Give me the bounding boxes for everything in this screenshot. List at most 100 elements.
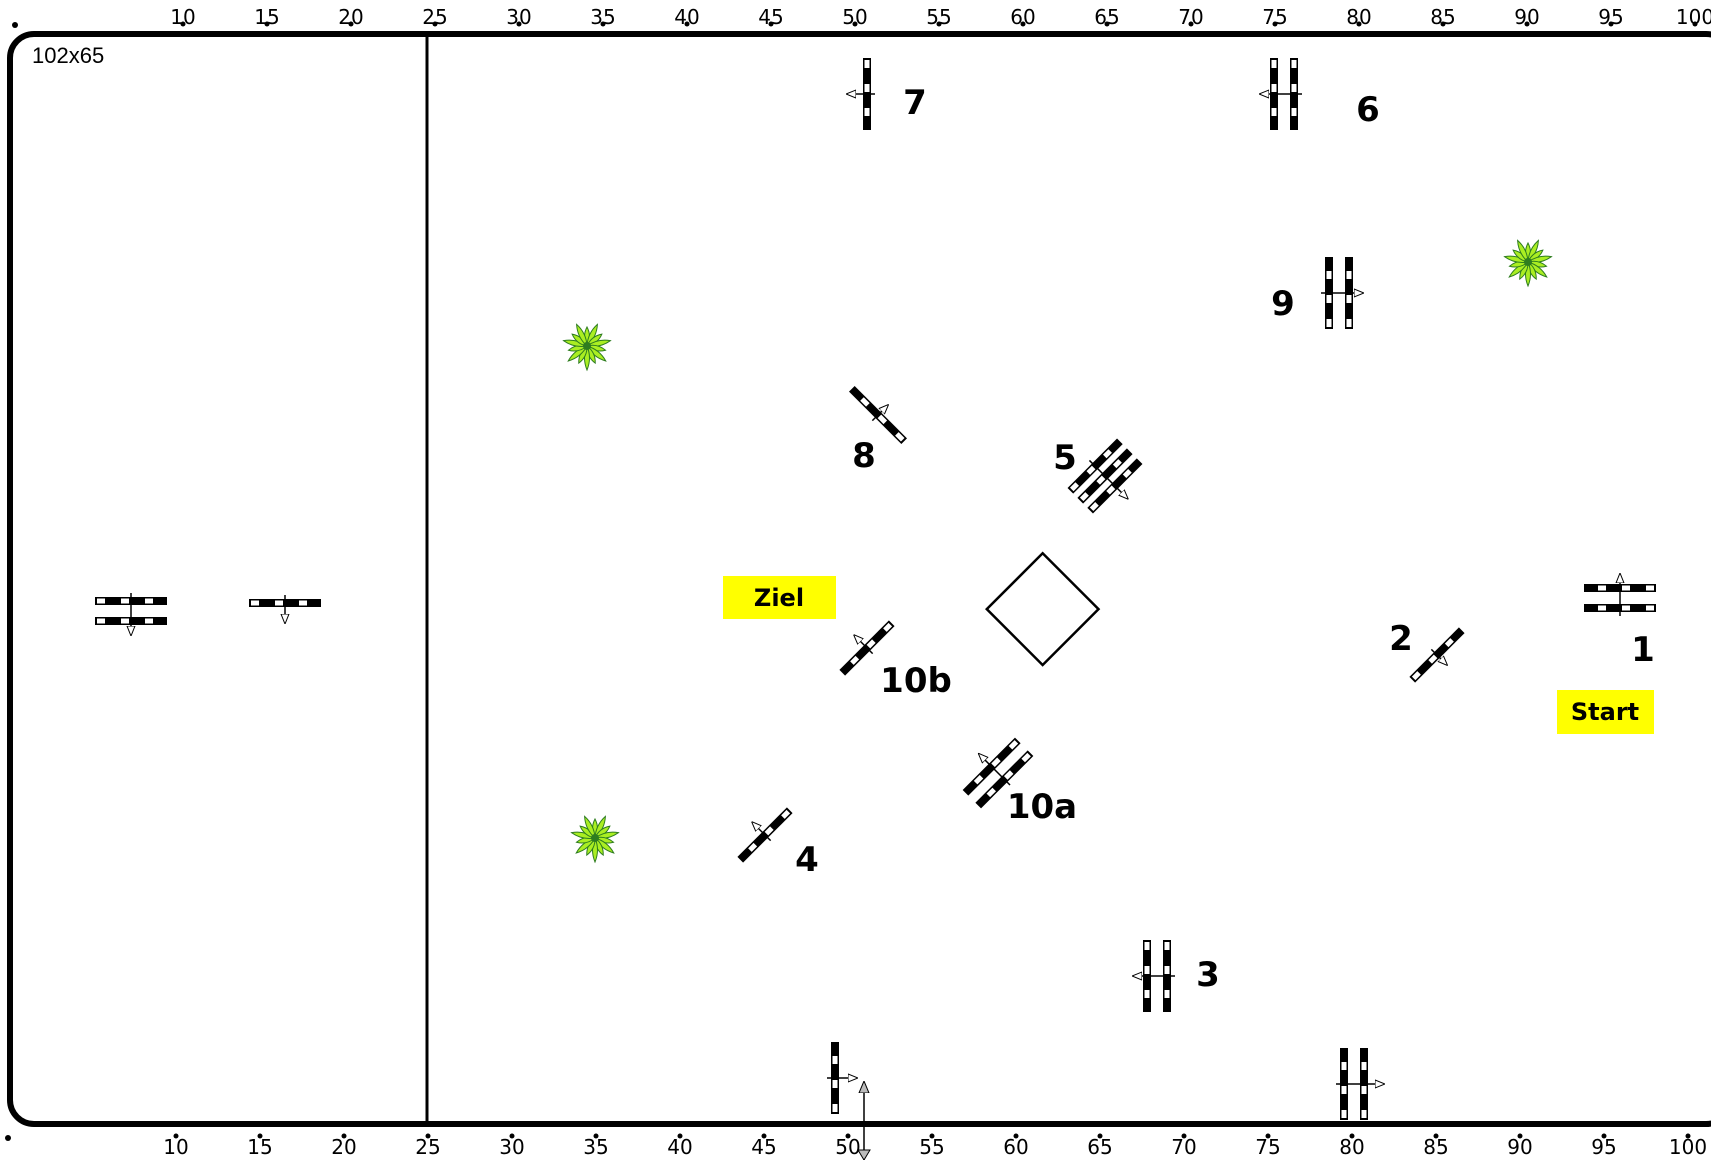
jump-number-5: 5 [1053,438,1077,478]
ruler-tick [1097,1133,1103,1139]
ruler-tick [593,1133,599,1139]
ruler-label: 80 [1339,1135,1364,1159]
jump-number-4: 4 [795,840,819,880]
jump-2 [1409,627,1465,683]
bottom-ruler: 10 15 20 25 30 35 40 45 50 55 60 65 70 75 80 85 90 95 100 [163,1133,1707,1159]
ruler-label: 65 [1094,5,1119,29]
ruler-label: 45 [751,1135,776,1159]
ruler-label: 20 [331,1135,356,1159]
ruler-label: 35 [590,5,615,29]
plant-icon [1503,239,1553,288]
decorations [562,239,1553,864]
arena-border [7,31,1711,1127]
ruler-tick [600,21,606,27]
ruler-label: 45 [758,5,783,29]
ruler-tick [432,21,438,27]
ruler-tick [1188,21,1194,27]
ruler-label: 40 [667,1135,692,1159]
ruler-tick [1524,21,1530,27]
warmup-vertical-jump [249,595,321,623]
entry-jump [827,1042,857,1114]
ruler-tick [1272,21,1278,27]
jump-10a [962,737,1034,809]
ruler-label: 35 [583,1135,608,1159]
jump-number-8: 8 [852,436,876,476]
direction-arrow-icon [1088,459,1127,498]
jump-10b [839,620,895,676]
ruler-label: 95 [1598,5,1623,29]
ruler-label: 80 [1346,5,1371,29]
ruler-tick [1013,1133,1019,1139]
ruler-tick [768,21,774,27]
jump-number-1: 1 [1631,630,1655,670]
ruler-label: 15 [254,5,279,29]
ruler-label: 60 [1003,1135,1028,1159]
ruler-tick [1349,1133,1355,1139]
ruler-tick [1265,1133,1271,1139]
ruler-label: 25 [422,5,447,29]
plant-icon [570,815,620,864]
direction-arrow-icon [979,754,1011,786]
ruler-label: 10 [170,5,195,29]
ruler-tick [425,1133,431,1139]
ruler-tick [677,1133,683,1139]
ruler-label: 75 [1255,1135,1280,1159]
start-marker: Start [1557,690,1654,734]
finish-marker: Ziel [723,576,836,619]
direction-arrow-icon [854,635,874,655]
ruler-tick [852,21,858,27]
diamond-obstacle-icon [985,551,1101,667]
ruler-label: 55 [926,5,951,29]
ruler-tick [509,1133,515,1139]
ruler-tick [1433,1133,1439,1139]
jump-number-2: 2 [1389,619,1413,659]
jump-number-7: 7 [903,83,927,123]
ruler-tick [1104,21,1110,27]
ruler-label: 85 [1423,1135,1448,1159]
ruler-label: 25 [415,1135,440,1159]
ruler-tick [1356,21,1362,27]
direction-arrow-icon [752,822,772,842]
ruler-tick [684,21,690,27]
jump-8 [849,386,907,444]
ruler-tick [264,21,270,27]
ruler-label: 30 [506,5,531,29]
ruler-label: 85 [1430,5,1455,29]
jump-number-6: 6 [1356,90,1380,130]
jump-5 [1067,438,1143,514]
exit-oxer-jump [1336,1048,1384,1120]
ruler-label: 90 [1514,5,1539,29]
jump-3 [1133,940,1175,1012]
jumps-layer [95,58,1656,1120]
ruler-label: 70 [1178,5,1203,29]
ruler-tick [761,1133,767,1139]
jump-number-10b: 10b [880,661,952,701]
arena-size-label: 102x65 [32,43,104,68]
finish-label: Ziel [754,584,804,612]
ruler-tick [1440,21,1446,27]
ruler-label: 90 [1507,1135,1532,1159]
ruler-label: 30 [499,1135,524,1159]
ruler-label: 50 [835,1135,860,1159]
ruler-label: 55 [919,1135,944,1159]
corner-dot [5,1135,11,1141]
jump-7 [847,58,875,130]
ruler-label: 10 [163,1135,188,1159]
ruler-label: 75 [1262,5,1287,29]
plant-icon [562,323,612,372]
direction-arrow-icon [1430,648,1447,665]
jump-1 [1584,574,1656,616]
ruler-label: 60 [1010,5,1035,29]
jump-6 [1260,58,1302,130]
ruler-tick [1685,1133,1691,1139]
top-ruler: 10 15 20 25 30 35 40 45 50 55 60 65 70 75 80 85 90 95 100 [170,5,1711,29]
ruler-label: 95 [1591,1135,1616,1159]
ruler-label: 70 [1171,1135,1196,1159]
ruler-tick [257,1133,263,1139]
ruler-label: 100 [1676,5,1711,29]
jump-number-9: 9 [1271,284,1295,324]
warmup-oxer-jump [95,593,167,635]
jump-4 [737,807,793,863]
ruler-label: 50 [842,5,867,29]
